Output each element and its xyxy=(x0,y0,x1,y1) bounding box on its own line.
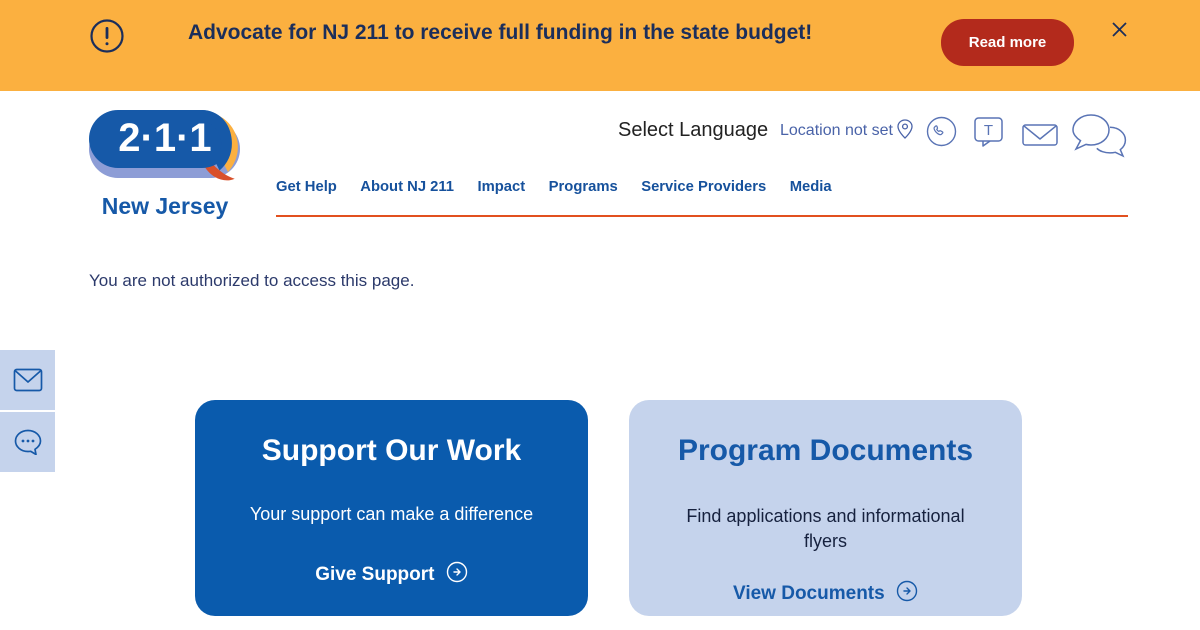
svg-text:New Jersey: New Jersey xyxy=(102,193,229,219)
svg-text:T: T xyxy=(984,122,993,139)
